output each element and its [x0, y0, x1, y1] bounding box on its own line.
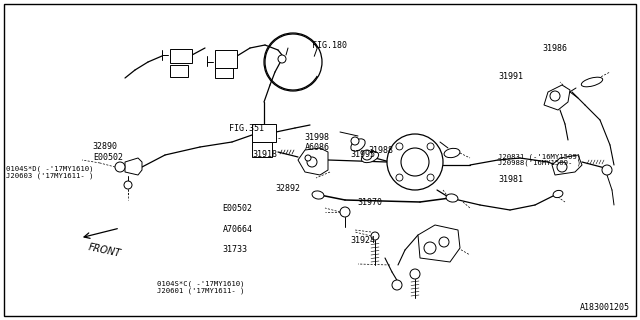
Polygon shape [552, 155, 582, 175]
Text: J20603 ('17MY1611- ): J20603 ('17MY1611- ) [6, 172, 94, 179]
Ellipse shape [444, 148, 460, 158]
Circle shape [424, 242, 436, 254]
Circle shape [351, 137, 359, 145]
Ellipse shape [312, 191, 324, 199]
Text: 31733: 31733 [223, 245, 248, 254]
Circle shape [371, 232, 379, 240]
Text: E00502: E00502 [223, 204, 253, 213]
Circle shape [427, 143, 434, 150]
Circle shape [401, 148, 429, 176]
Text: 31986: 31986 [543, 44, 568, 53]
Bar [170, 49, 192, 63]
Circle shape [124, 181, 132, 189]
Text: 31995: 31995 [351, 150, 376, 159]
Text: FIG.180: FIG.180 [312, 41, 348, 50]
Text: E00502: E00502 [93, 153, 123, 162]
Text: J20988('16MY1509- ): J20988('16MY1509- ) [498, 160, 581, 166]
Polygon shape [418, 225, 460, 262]
Circle shape [550, 91, 560, 101]
Ellipse shape [446, 194, 458, 202]
Circle shape [396, 174, 403, 181]
Circle shape [278, 55, 286, 63]
Circle shape [439, 237, 449, 247]
Circle shape [396, 143, 403, 150]
Ellipse shape [581, 77, 603, 87]
Circle shape [362, 150, 372, 160]
Text: 31998: 31998 [305, 133, 330, 142]
Circle shape [410, 269, 420, 279]
Text: 31988: 31988 [368, 146, 393, 155]
Text: 31970: 31970 [357, 198, 382, 207]
Circle shape [427, 174, 434, 181]
Bar [170, 65, 188, 77]
Text: 31981: 31981 [498, 175, 523, 184]
Ellipse shape [351, 139, 365, 151]
Text: A6086: A6086 [305, 143, 330, 152]
Circle shape [602, 165, 612, 175]
Bar [252, 124, 276, 142]
Circle shape [387, 134, 443, 190]
Polygon shape [298, 148, 328, 175]
Text: 32890: 32890 [93, 142, 118, 151]
Bar [215, 50, 237, 68]
Bar [252, 142, 272, 157]
Circle shape [557, 162, 567, 172]
Circle shape [392, 280, 402, 290]
Ellipse shape [553, 190, 563, 198]
Text: 31991: 31991 [498, 72, 523, 81]
Text: J20831 (-'16MY1509): J20831 (-'16MY1509) [498, 154, 581, 160]
Text: FRONT: FRONT [88, 242, 122, 259]
Circle shape [115, 162, 125, 172]
Circle shape [340, 207, 350, 217]
Text: 31918: 31918 [253, 150, 278, 159]
Text: A70664: A70664 [223, 225, 253, 234]
Text: J20601 ('17MY1611- ): J20601 ('17MY1611- ) [157, 287, 244, 294]
Circle shape [307, 157, 317, 167]
Text: FIG.351: FIG.351 [229, 124, 264, 133]
Text: A183001205: A183001205 [580, 303, 630, 312]
Bar [215, 68, 233, 78]
Text: 31924: 31924 [351, 236, 376, 245]
Ellipse shape [362, 151, 379, 163]
Text: 0104S*C( -'17MY1610): 0104S*C( -'17MY1610) [157, 281, 244, 287]
Polygon shape [544, 85, 570, 110]
Text: 0104S*D( -'17MY1610): 0104S*D( -'17MY1610) [6, 166, 94, 172]
Polygon shape [125, 158, 142, 175]
Text: 32892: 32892 [275, 184, 300, 193]
Circle shape [305, 155, 311, 161]
